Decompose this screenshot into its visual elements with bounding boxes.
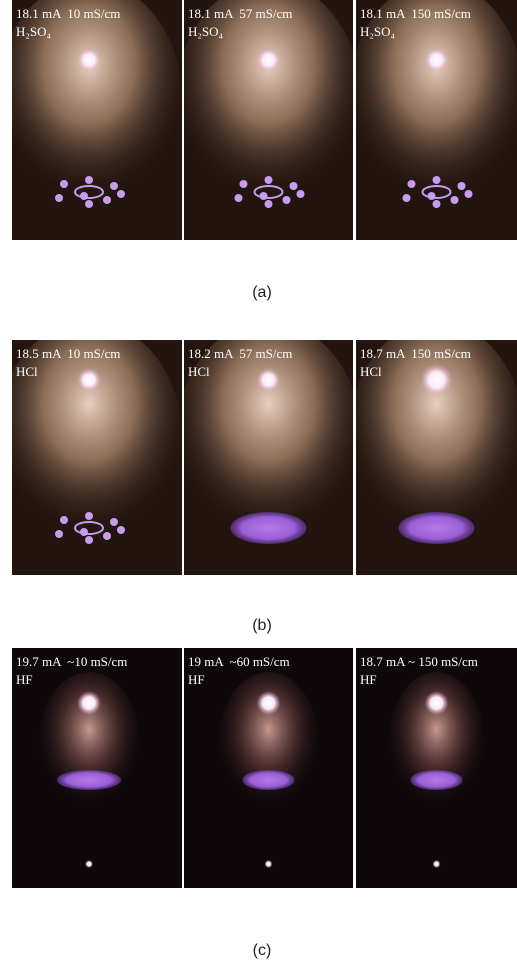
panel-label: 18.1 mA 150 mS/cm	[360, 6, 471, 21]
plasma-spot	[55, 194, 63, 202]
plasma-spot	[110, 182, 118, 190]
plasma-disc	[231, 512, 307, 544]
electrode-spot	[77, 48, 101, 72]
plasma-spot	[465, 190, 473, 198]
panel-label: 18.5 mA 10 mS/cm	[16, 346, 120, 361]
panel-label: 19.7 mA ~10 mS/cm	[16, 654, 127, 669]
plasma-spot	[60, 180, 68, 188]
photo-panel: 19.7 mA ~10 mS/cm HF	[12, 648, 182, 888]
electrolyte-label: HF	[188, 672, 205, 687]
lower-spot	[85, 860, 93, 868]
lower-spot	[265, 860, 273, 868]
electrolyte-label: HCl	[16, 364, 38, 379]
plasma-disc	[57, 770, 121, 790]
plasma-spot	[240, 180, 248, 188]
electrode-spot	[77, 368, 101, 392]
plasma-spot	[103, 532, 111, 540]
plasma-disc	[399, 512, 475, 544]
plasma-spot	[85, 512, 93, 520]
figure: 18.1 mA 10 mS/cm H₂SO₄ 18.1 mA 57 mS/cm H₂S…	[0, 0, 517, 975]
photo-panel: 18.2 mA 57 mS/cm HCl	[176, 321, 362, 575]
electrolyte-label: HF	[16, 672, 33, 687]
row-caption: (a)	[252, 284, 272, 301]
panel-label: 18.7 mA ~ 150 mS/cm	[360, 654, 478, 669]
plasma-spot	[85, 200, 93, 208]
electrolyte-label: H₂SO₄	[360, 24, 396, 39]
electrode-spot	[421, 364, 453, 396]
row-caption: (b)	[252, 617, 272, 634]
plasma-spot	[290, 182, 298, 190]
plasma-spot	[85, 536, 93, 544]
plasma-spot	[433, 200, 441, 208]
panel-label: 19 mA ~60 mS/cm	[188, 654, 290, 669]
plasma-spot	[451, 196, 459, 204]
plasma-spot	[265, 200, 273, 208]
photo-panel: 18.7 mA ~ 150 mS/cm HF	[356, 648, 517, 888]
panel-label: 18.2 mA 57 mS/cm	[188, 346, 292, 361]
plasma-spot	[403, 194, 411, 202]
electrolyte-label: HF	[360, 672, 377, 687]
electrolyte-label: HCl	[360, 364, 382, 379]
electrolyte-label: H₂SO₄	[188, 24, 224, 39]
electrolyte-label: H₂SO₄	[16, 24, 52, 39]
plasma-spot	[117, 190, 125, 198]
plasma-spot	[103, 196, 111, 204]
plasma-spot	[283, 196, 291, 204]
plasma-spot	[433, 176, 441, 184]
lower-spot	[433, 860, 441, 868]
plasma-spot	[265, 176, 273, 184]
photo-panel: 18.1 mA 150 mS/cm H₂SO₄	[348, 0, 517, 240]
plasma-spot	[110, 518, 118, 526]
plasma-spot	[235, 194, 243, 202]
electrode-spot	[257, 691, 281, 715]
row-caption: (c)	[253, 942, 272, 959]
electrode-spot	[425, 691, 449, 715]
plasma-disc	[243, 770, 295, 790]
plasma-spot	[117, 526, 125, 534]
photo-panel: 18.7 mA 150 mS/cm HCl	[348, 321, 517, 575]
photo-panel: 18.1 mA 10 mS/cm H₂SO₄	[0, 0, 183, 240]
photo-panel: 19 mA ~60 mS/cm HF	[184, 648, 353, 888]
plasma-spot	[55, 530, 63, 538]
plasma-spot	[297, 190, 305, 198]
plasma-spot	[408, 180, 416, 188]
electrode-spot	[257, 48, 281, 72]
photo-panel: 18.1 mA 57 mS/cm H₂SO₄	[176, 0, 362, 240]
electrolyte-label: HCl	[188, 364, 210, 379]
panel-label: 18.7 mA 150 mS/cm	[360, 346, 471, 361]
plasma-spot	[458, 182, 466, 190]
panel-label: 18.1 mA 10 mS/cm	[16, 6, 120, 21]
electrode-spot	[257, 368, 281, 392]
plasma-spot	[60, 516, 68, 524]
panel-label: 18.1 mA 57 mS/cm	[188, 6, 292, 21]
electrode-spot	[425, 48, 449, 72]
electrode-spot	[77, 691, 101, 715]
plasma-spot	[85, 176, 93, 184]
photo-panel: 18.5 mA 10 mS/cm HCl	[0, 321, 183, 575]
plasma-disc	[411, 770, 463, 790]
